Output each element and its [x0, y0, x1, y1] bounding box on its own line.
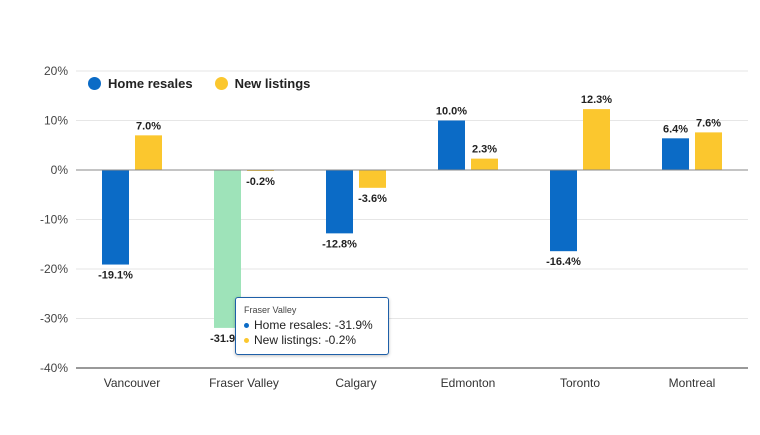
chart-tooltip: Fraser Valley Home resales: -31.9% New l… [235, 297, 389, 355]
tooltip-text-home-resales: Home resales: -31.9% [254, 318, 373, 332]
tooltip-title: Fraser Valley [244, 305, 297, 315]
data-label-home-resales: -16.4% [546, 256, 581, 268]
data-label-new-listings: 12.3% [581, 94, 612, 106]
bar-home-resales-toronto [550, 170, 577, 252]
legend-item-new-listings[interactable]: New listings [214, 76, 311, 91]
bar-home-resales-edmonton [438, 120, 465, 170]
x-tick-label: Montreal [669, 376, 716, 390]
tooltip-row-new-listings: New listings: -0.2% [244, 333, 380, 348]
data-label-new-listings: 7.0% [136, 120, 161, 132]
data-label-home-resales: -19.1% [98, 270, 133, 282]
bar-home-resales-calgary [326, 170, 353, 234]
y-tick-label: -20% [40, 262, 68, 276]
y-tick-label: 20% [44, 64, 68, 78]
legend-swatch-new-listings [214, 77, 228, 90]
tooltip-text-new-listings: New listings: -0.2% [254, 333, 357, 347]
y-tick-label: 0% [51, 163, 69, 177]
bar-new-listings-toronto [583, 109, 610, 170]
bar-new-listings-vancouver [135, 135, 162, 170]
x-tick-label: Toronto [560, 376, 600, 390]
x-tick-label: Calgary [335, 376, 376, 390]
bar-new-listings-montreal [695, 132, 722, 170]
data-label-new-listings: -0.2% [246, 176, 275, 188]
y-tick-label: -40% [40, 361, 68, 375]
data-label-home-resales: 10.0% [436, 106, 467, 118]
data-label-home-resales: 6.4% [663, 123, 688, 135]
tooltip-swatch-new-listings [244, 338, 249, 343]
y-tick-label: -30% [40, 312, 68, 326]
x-tick-label: Fraser Valley [209, 376, 279, 390]
x-tick-label: Edmonton [441, 376, 496, 390]
tooltip-row-home-resales: Home resales: -31.9% [244, 318, 380, 333]
data-label-new-listings: 7.6% [696, 117, 721, 129]
bar-new-listings-edmonton [471, 158, 498, 170]
legend-swatch-home-resales [88, 77, 101, 90]
bar-new-listings-calgary [359, 170, 386, 188]
x-tick-label: Vancouver [104, 376, 160, 390]
bar-home-resales-vancouver [102, 170, 129, 265]
data-label-new-listings: -3.6% [358, 193, 387, 205]
chart-legend: Home resales New listings [88, 76, 310, 91]
bar-home-resales-montreal [662, 138, 689, 170]
data-label-new-listings: 2.3% [472, 144, 497, 156]
tooltip-swatch-home-resales [244, 323, 249, 328]
data-label-home-resales: -12.8% [322, 238, 357, 250]
legend-label-new-listings: New listings [234, 76, 311, 91]
y-tick-label: 10% [44, 114, 68, 128]
legend-label-home-resales: Home resales [108, 76, 193, 91]
legend-item-home-resales[interactable]: Home resales [88, 76, 193, 91]
y-tick-label: -10% [40, 213, 68, 227]
